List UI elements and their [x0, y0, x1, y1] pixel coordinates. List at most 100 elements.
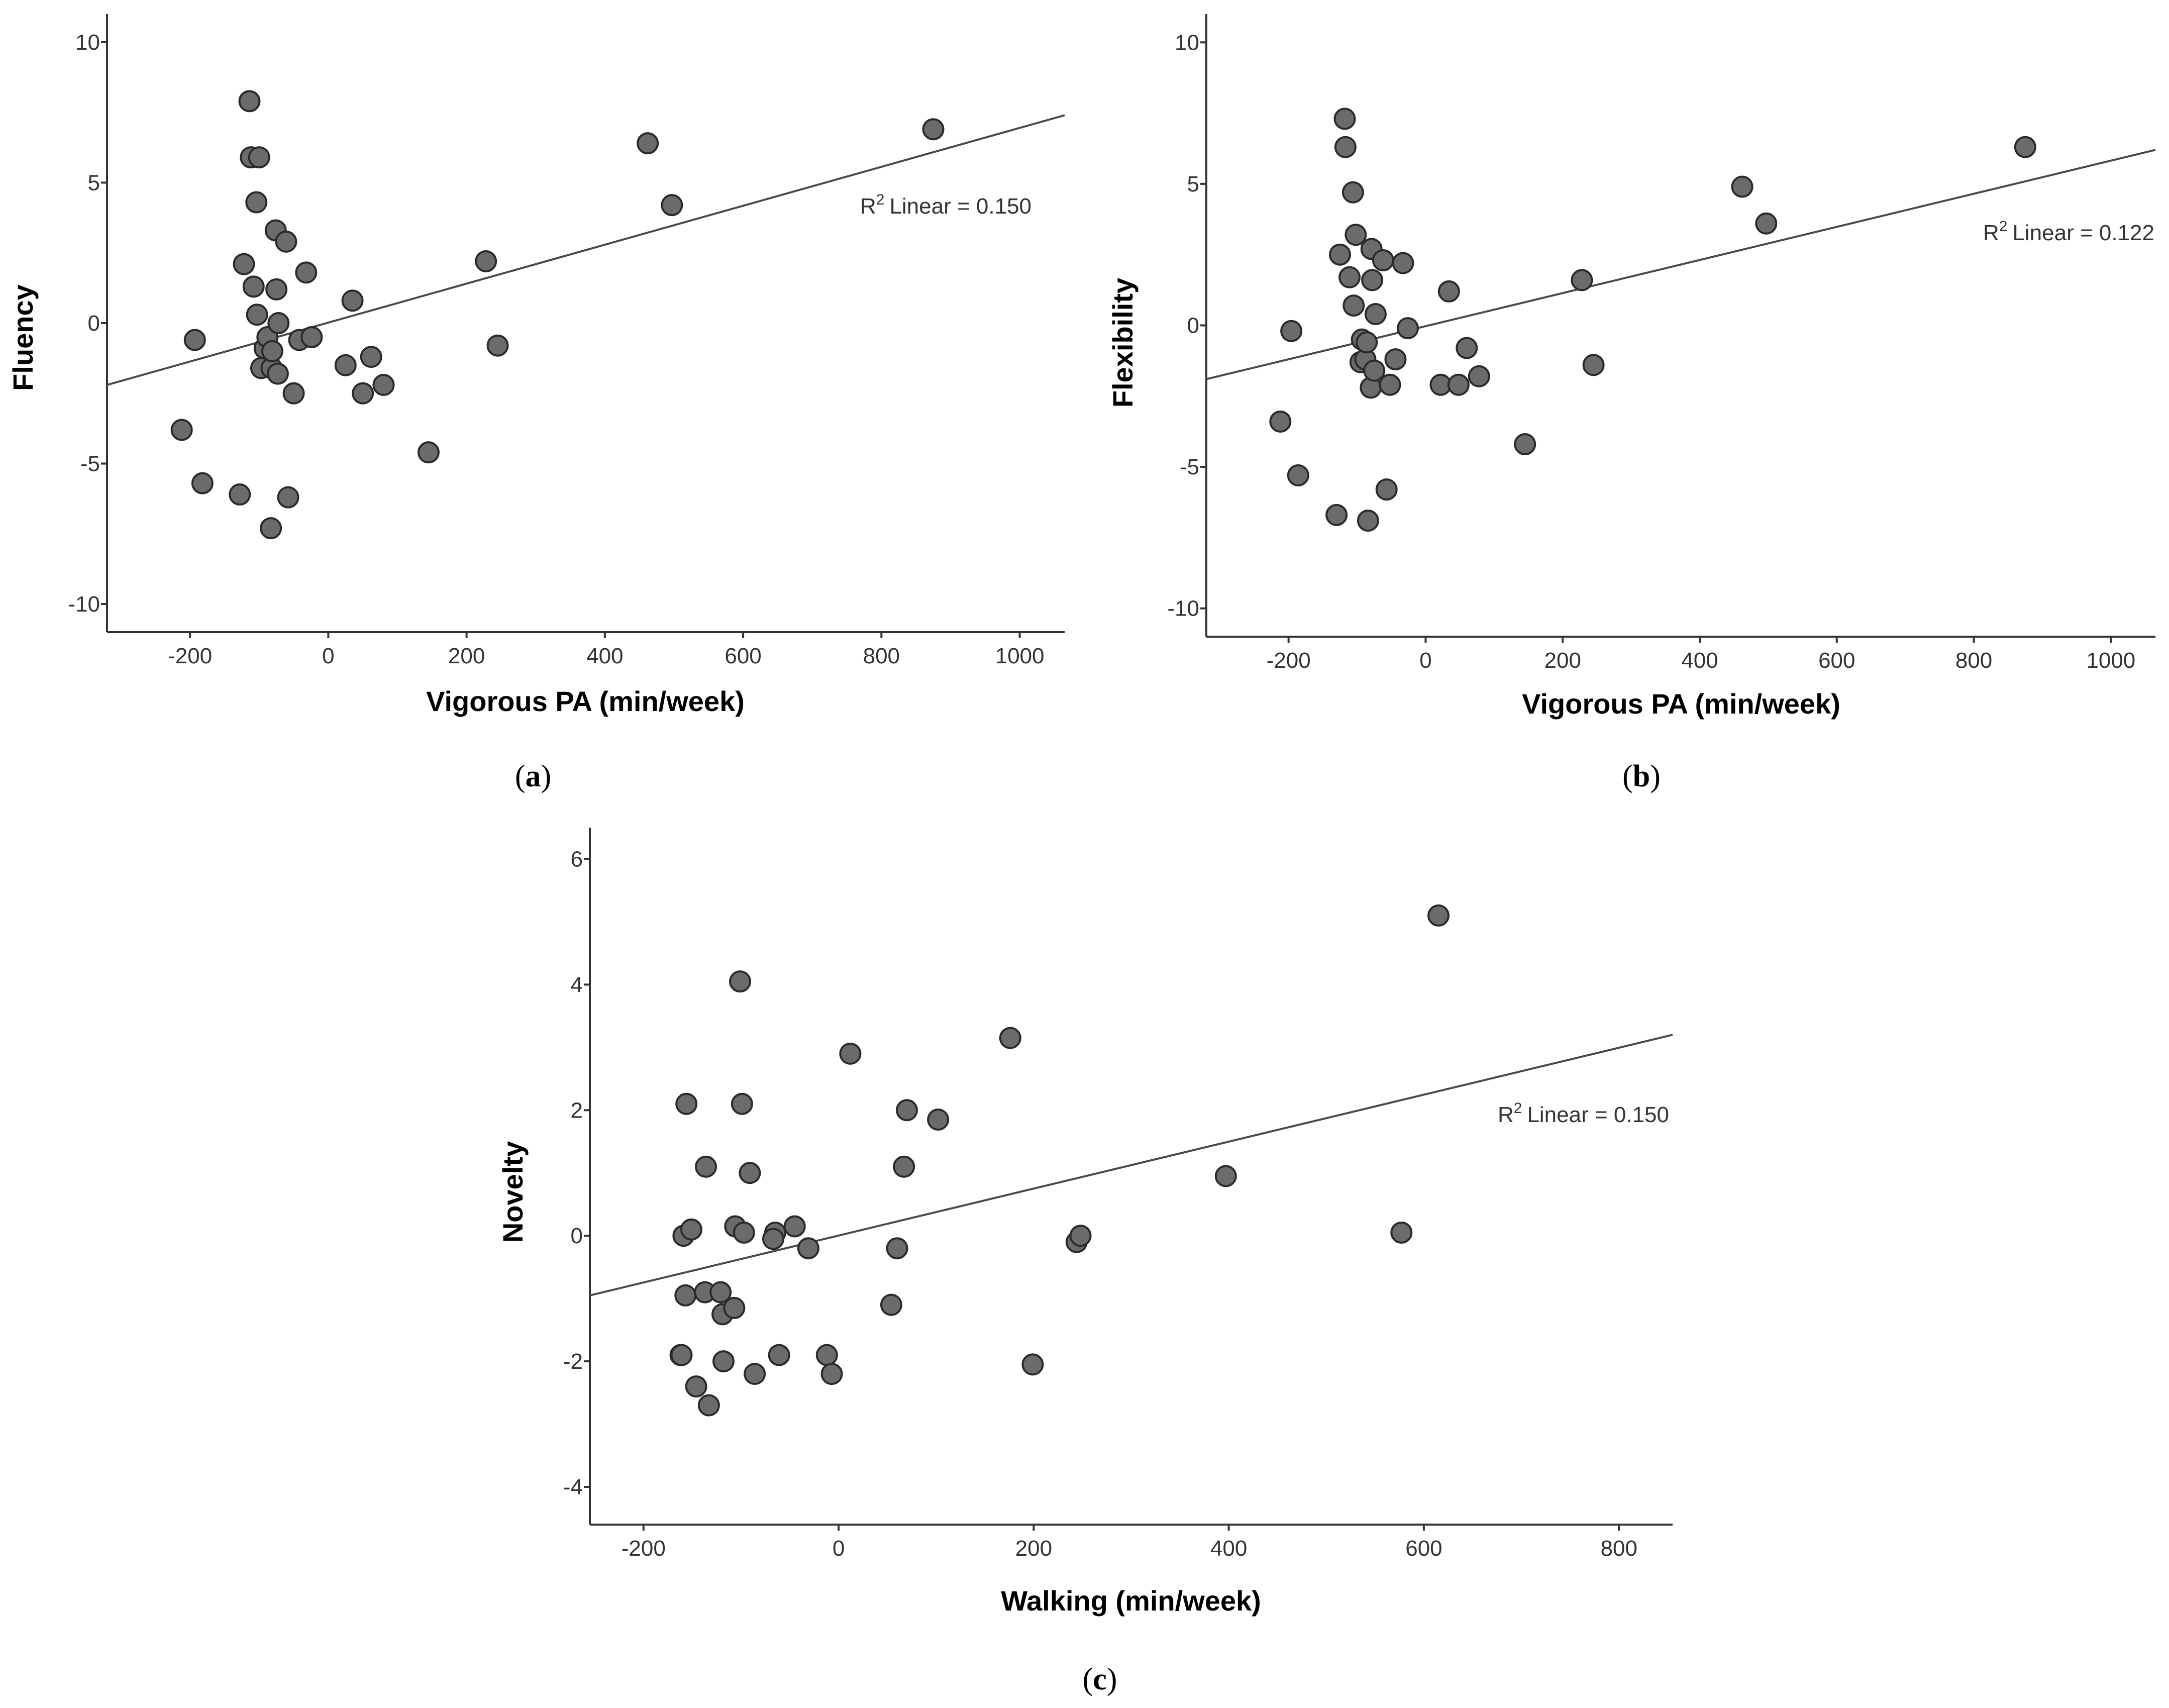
x-tick-label: 0: [833, 1536, 845, 1561]
data-point: [2014, 136, 2036, 158]
r2-prefix: R: [860, 194, 876, 219]
x-tick-label: 200: [1544, 648, 1581, 673]
r2-prefix: R: [1498, 1102, 1514, 1127]
data-point: [238, 90, 261, 113]
data-point: [1379, 373, 1401, 396]
data-point: [712, 1350, 735, 1373]
data-point: [1338, 266, 1361, 288]
data-point: [275, 230, 297, 253]
data-point: [265, 278, 288, 300]
y-tick-label: -2: [563, 1349, 583, 1374]
data-point: [170, 419, 193, 441]
data-point: [731, 1092, 753, 1115]
data-point: [1731, 175, 1753, 198]
data-point: [1571, 269, 1593, 291]
data-point: [1325, 504, 1348, 526]
data-point: [242, 275, 265, 298]
data-point: [893, 1155, 915, 1178]
data-point: [261, 340, 283, 362]
r2-label: R2 Linear = 0.122: [1983, 218, 2154, 245]
panel-letter: a: [526, 759, 541, 793]
data-point: [229, 483, 251, 506]
x-tick-label: -200: [622, 1536, 666, 1561]
data-point: [1372, 249, 1394, 271]
data-point: [1392, 252, 1414, 274]
data-point: [486, 334, 509, 357]
data-point: [191, 472, 214, 494]
data-point: [1345, 224, 1367, 246]
data-point: [1363, 359, 1386, 382]
y-tick-label: -10: [1167, 596, 1199, 621]
data-point: [1333, 108, 1356, 130]
y-axis-label: Flexibility: [1107, 278, 1139, 408]
data-point: [1280, 320, 1303, 342]
y-tick-label: -10: [68, 592, 100, 617]
y-tick-label: 10: [75, 30, 100, 55]
data-point: [1364, 303, 1387, 325]
data-point: [820, 1363, 843, 1385]
data-point: [674, 1284, 697, 1307]
data-point: [999, 1027, 1021, 1049]
data-point: [295, 261, 318, 284]
data-point: [266, 362, 289, 385]
r2-label: R2 Linear = 0.150: [860, 191, 1031, 219]
data-point: [922, 118, 945, 141]
data-point: [762, 1228, 784, 1250]
data-point: [341, 289, 364, 312]
data-point: [1361, 269, 1384, 291]
data-point: [360, 346, 382, 368]
data-point: [248, 146, 270, 169]
x-tick-label: 0: [1419, 648, 1431, 673]
data-point: [1269, 410, 1292, 433]
data-point: [768, 1344, 790, 1366]
data-point: [475, 250, 497, 272]
data-point: [675, 1092, 698, 1115]
data-point: [352, 382, 374, 405]
data-point: [1755, 212, 1778, 235]
r2-value: Linear = 0.122: [2012, 221, 2154, 245]
data-point: [709, 1281, 732, 1303]
data-point: [1021, 1353, 1044, 1376]
x-tick-label: 1000: [995, 644, 1045, 668]
r2-superscript: 2: [1999, 218, 2008, 235]
y-tick-label: 0: [1187, 314, 1199, 338]
data-point: [1287, 464, 1309, 486]
data-point: [895, 1099, 918, 1122]
y-tick-label: 5: [1187, 172, 1199, 196]
data-point: [733, 1221, 755, 1244]
y-tick-label: 5: [88, 170, 100, 195]
data-point: [661, 194, 683, 217]
x-tick-label: 800: [1601, 1536, 1637, 1561]
data-point: [282, 382, 305, 405]
x-tick-label: 600: [1818, 648, 1855, 673]
r2-value: Linear = 0.150: [889, 194, 1031, 219]
chart-a: -200 0 200 400 600 800 1000 -10 -5 0 5 10 R2 Linear =…: [7, 14, 1065, 793]
r2-label: R2 Linear = 0.150: [1498, 1100, 1669, 1127]
y-tick-label: 4: [571, 972, 583, 997]
x-axis-label: Vigorous PA (min/week): [1522, 688, 1840, 720]
data-point: [246, 304, 268, 326]
data-point: [723, 1296, 746, 1319]
data-point: [277, 486, 299, 509]
r2-prefix: R: [1983, 221, 1999, 245]
data-point: [1342, 294, 1365, 317]
data-point: [886, 1237, 908, 1260]
x-tick-label: 400: [586, 644, 623, 668]
data-point: [685, 1375, 707, 1398]
data-point: [1396, 317, 1419, 340]
data-point: [927, 1109, 950, 1131]
y-tick-label: 0: [571, 1224, 583, 1248]
x-tick-label: 800: [863, 644, 900, 668]
r2-superscript: 2: [876, 191, 885, 208]
y-axis-label: Fluency: [7, 284, 39, 391]
data-point: [797, 1237, 819, 1260]
x-tick-label: 400: [1210, 1536, 1247, 1561]
data-point: [1468, 365, 1490, 387]
x-tick-label: 800: [1955, 648, 1992, 673]
x-tick-label: 0: [322, 644, 334, 668]
data-point: [1328, 243, 1351, 266]
data-point: [372, 374, 395, 396]
data-point: [1375, 478, 1398, 501]
data-point: [744, 1363, 766, 1385]
